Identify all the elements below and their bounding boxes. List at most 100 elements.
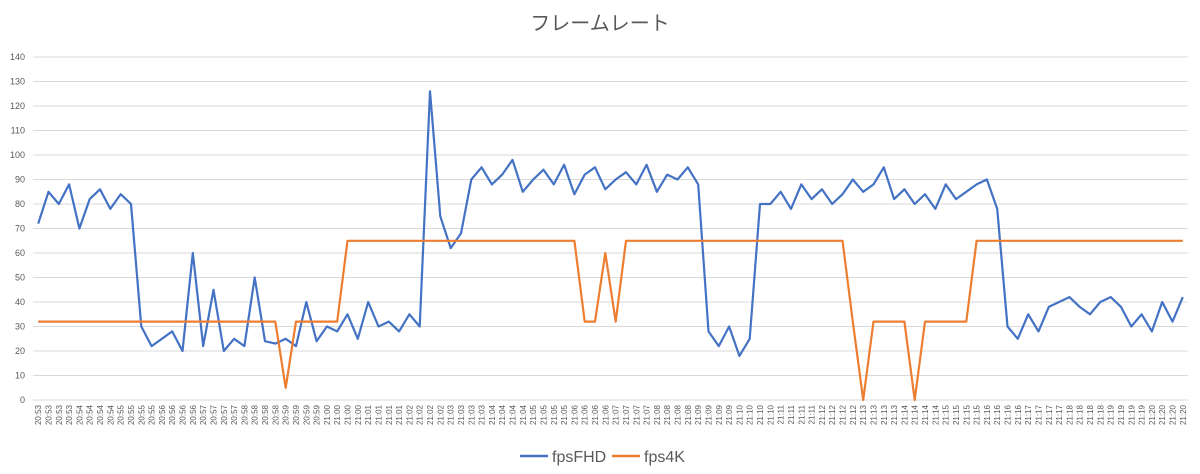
x-tick-label: 21:19 bbox=[1138, 404, 1147, 425]
y-tick-label: 10 bbox=[15, 371, 25, 381]
x-tick-label: 20:59 bbox=[282, 404, 291, 425]
x-tick-label: 20:56 bbox=[158, 404, 167, 425]
x-tick-label: 21:05 bbox=[529, 404, 538, 425]
x-tick-label: 21:00 bbox=[323, 404, 332, 425]
x-tick-label: 21:04 bbox=[509, 404, 518, 425]
x-tick-label: 21:02 bbox=[416, 404, 425, 425]
x-tick-label: 21:12 bbox=[828, 404, 837, 425]
x-tick-label: 20:56 bbox=[189, 404, 198, 425]
x-tick-label: 21:16 bbox=[1014, 404, 1023, 425]
x-tick-label: 20:57 bbox=[199, 404, 208, 425]
series-line bbox=[37, 90, 1184, 357]
x-tick-label: 21:01 bbox=[385, 404, 394, 425]
x-tick-label: 21:20 bbox=[1148, 404, 1157, 425]
y-tick-label: 30 bbox=[15, 322, 25, 332]
x-tick-label: 21:19 bbox=[1117, 404, 1126, 425]
x-tick-label: 20:58 bbox=[271, 404, 280, 425]
x-tick-label: 21:11 bbox=[787, 404, 796, 424]
x-tick-label: 21:18 bbox=[1086, 404, 1095, 425]
x-tick-label: 21:16 bbox=[983, 404, 992, 425]
x-tick-label: 21:18 bbox=[1076, 404, 1085, 425]
x-tick-label: 21:06 bbox=[570, 404, 579, 425]
x-tick-label: 21:18 bbox=[1096, 404, 1105, 425]
y-tick-label: 120 bbox=[10, 101, 25, 111]
x-tick-label: 20:59 bbox=[313, 404, 322, 425]
y-tick-label: 20 bbox=[15, 346, 25, 356]
x-tick-label: 21:00 bbox=[344, 404, 353, 425]
x-tick-label: 21:19 bbox=[1127, 404, 1136, 425]
x-tick-label: 20:59 bbox=[302, 404, 311, 425]
x-tick-label: 21:07 bbox=[622, 404, 631, 425]
x-tick-label: 20:58 bbox=[240, 404, 249, 425]
x-tick-label: 21:14 bbox=[900, 404, 909, 425]
x-tick-label: 21:09 bbox=[694, 404, 703, 425]
x-tick-label: 21:06 bbox=[581, 404, 590, 425]
x-tick-label: 21:17 bbox=[1024, 404, 1033, 425]
x-tick-label: 21:05 bbox=[560, 404, 569, 425]
y-tick-label: 110 bbox=[11, 126, 25, 136]
x-tick-label: 21:20 bbox=[1179, 404, 1188, 425]
chart-title: フレームレート bbox=[530, 13, 669, 35]
x-tick-label: 20:55 bbox=[137, 404, 146, 425]
x-tick-label: 21:09 bbox=[725, 404, 734, 425]
x-tick-label: 21:01 bbox=[395, 404, 404, 425]
x-tick-label: 21:16 bbox=[993, 404, 1002, 425]
y-tick-label: 40 bbox=[15, 297, 25, 307]
x-tick-label: 20:57 bbox=[230, 404, 239, 425]
x-tick-label: 21:16 bbox=[1004, 404, 1013, 425]
x-tick-label: 21:13 bbox=[869, 404, 878, 425]
x-tick-label: 20:53 bbox=[34, 404, 43, 425]
x-tick-label: 21:09 bbox=[704, 404, 713, 425]
x-tick-label: 21:07 bbox=[643, 404, 652, 425]
x-tick-label: 21:07 bbox=[612, 404, 621, 425]
x-tick-label: 21:11 bbox=[797, 404, 806, 424]
x-tick-label: 20:58 bbox=[251, 404, 260, 425]
y-tick-label: 90 bbox=[15, 175, 25, 185]
x-tick-label: 21:18 bbox=[1065, 404, 1074, 425]
y-tick-label: 0 bbox=[20, 395, 25, 405]
x-tick-label: 21:10 bbox=[746, 404, 755, 425]
x-tick-label: 21:08 bbox=[663, 404, 672, 425]
y-tick-label: 70 bbox=[15, 224, 25, 234]
x-tick-label: 21:12 bbox=[818, 404, 827, 425]
x-tick-label: 21:04 bbox=[498, 404, 507, 425]
x-tick-label: 20:57 bbox=[209, 404, 218, 425]
x-tick-label: 21:03 bbox=[478, 404, 487, 425]
x-tick-label: 21:08 bbox=[684, 404, 693, 425]
x-tick-label: 21:07 bbox=[632, 404, 641, 425]
series-line bbox=[38, 239, 1183, 402]
x-tick-label: 21:12 bbox=[839, 404, 848, 425]
legend-label: fps4K bbox=[644, 449, 685, 466]
x-tick-label: 21:04 bbox=[488, 404, 497, 425]
x-tick-label: 21:02 bbox=[426, 404, 435, 425]
x-tick-label: 21:03 bbox=[467, 404, 476, 425]
x-tick-label: 21:15 bbox=[962, 404, 971, 425]
x-tick-label: 20:56 bbox=[168, 404, 177, 425]
x-tick-label: 21:17 bbox=[1034, 404, 1043, 425]
x-tick-label: 21:17 bbox=[1045, 404, 1054, 425]
x-tick-label: 21:08 bbox=[653, 404, 662, 425]
x-tick-label: 21:09 bbox=[715, 404, 724, 425]
y-tick-label: 60 bbox=[15, 248, 25, 258]
x-tick-label: 21:19 bbox=[1107, 404, 1116, 425]
x-tick-label: 21:14 bbox=[931, 404, 940, 425]
x-tick-label: 21:17 bbox=[1055, 404, 1064, 425]
x-tick-label: 20:57 bbox=[220, 404, 229, 425]
x-tick-label: 21:14 bbox=[921, 404, 930, 425]
x-tick-label: 20:53 bbox=[65, 404, 74, 425]
x-tick-label: 21:20 bbox=[1169, 404, 1178, 425]
x-tick-label: 20:54 bbox=[96, 404, 105, 425]
x-tick-label: 21:10 bbox=[766, 404, 775, 425]
legend-label: fpsFHD bbox=[552, 449, 606, 466]
x-tick-label: 21:04 bbox=[519, 404, 528, 425]
x-tick-label: 21:11 bbox=[808, 404, 817, 424]
x-tick-label: 20:53 bbox=[55, 404, 64, 425]
x-tick-label: 20:55 bbox=[117, 404, 126, 425]
x-tick-label: 21:02 bbox=[436, 404, 445, 425]
x-tick-label: 20:54 bbox=[106, 404, 115, 425]
x-tick-label: 21:15 bbox=[952, 404, 961, 425]
x-tick-label: 21:03 bbox=[457, 404, 466, 425]
x-tick-label: 20:54 bbox=[75, 404, 84, 425]
x-tick-label: 21:13 bbox=[859, 404, 868, 425]
